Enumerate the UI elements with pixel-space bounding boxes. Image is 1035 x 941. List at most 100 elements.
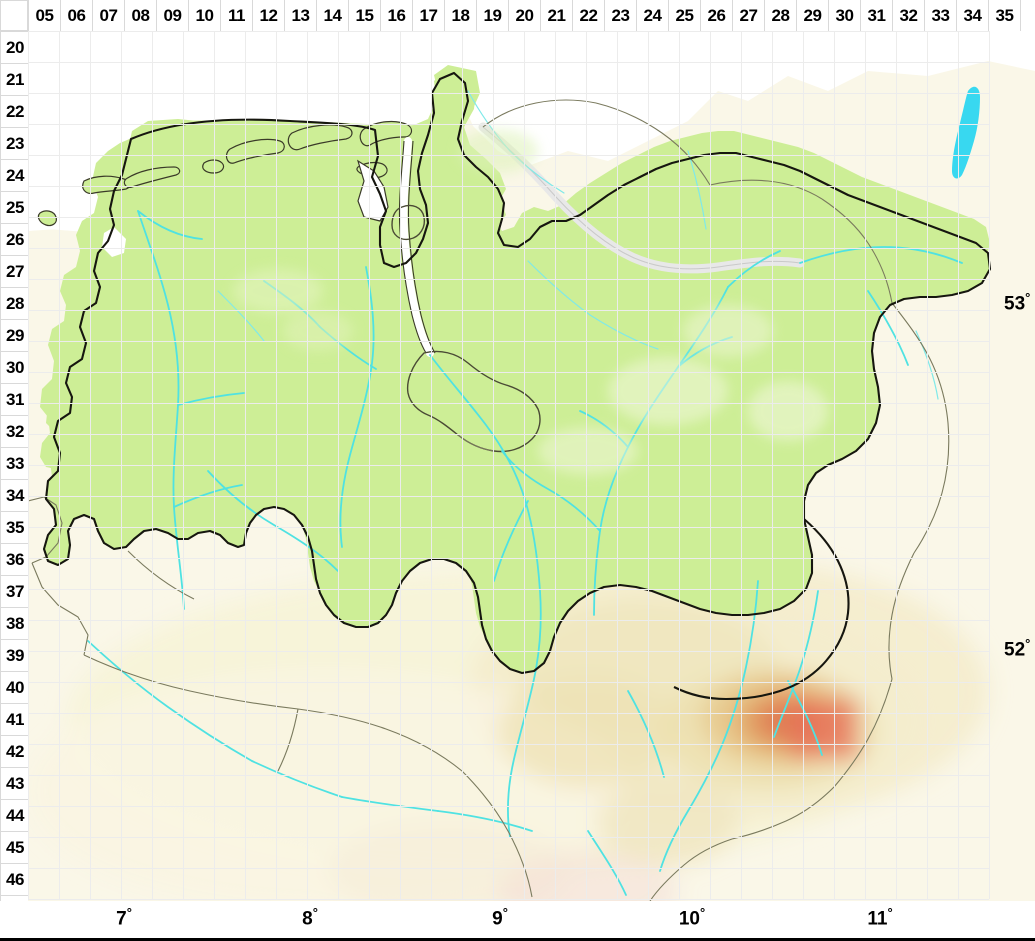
border-inner-1 — [127, 550, 195, 600]
longitude-value: 11 — [867, 908, 888, 930]
longitude-label-7: 7° — [116, 905, 132, 930]
river-s-1 — [341, 796, 439, 812]
degree-symbol: ° — [126, 905, 132, 920]
dollart-bay — [102, 227, 126, 257]
grid-row-28: 28 — [0, 288, 30, 320]
grid-column-10: 10 — [189, 0, 221, 32]
grid-row-37: 37 — [0, 576, 30, 608]
topographic-map[interactable] — [28, 31, 1035, 901]
grid-corner-box — [0, 0, 28, 31]
grid-column-23: 23 — [605, 0, 637, 32]
river-ems-trib2 — [173, 484, 243, 508]
river-weser-upper — [429, 354, 542, 838]
island-borkum — [37, 210, 57, 227]
longitude-value: 7 — [116, 908, 127, 930]
grid-row-38: 38 — [0, 608, 30, 640]
bremen-enclave[interactable] — [406, 350, 541, 453]
grid-column-13: 13 — [285, 0, 317, 32]
grid-row-24: 24 — [0, 160, 30, 192]
latitude-label-52: 52° — [1004, 636, 1031, 661]
grid-column-19: 19 — [477, 0, 509, 32]
grid-row-45: 45 — [0, 832, 30, 864]
grid-column-17: 17 — [413, 0, 445, 32]
border-sh-1 — [482, 99, 597, 128]
longitude-value: 10 — [678, 908, 700, 930]
weser-estuary-edge-right — [407, 140, 436, 354]
river-ilmenau — [727, 250, 781, 288]
grid-row-40: 40 — [0, 672, 30, 704]
border-nl-2 — [31, 562, 89, 656]
island-wangerooge — [359, 120, 413, 147]
grid-column-15: 15 — [349, 0, 381, 32]
river-minor-6 — [915, 330, 939, 400]
longitude-value: 8 — [302, 908, 313, 930]
grid-column-26: 26 — [701, 0, 733, 32]
river-sw-2 — [251, 760, 343, 798]
degree-symbol: ° — [502, 905, 508, 920]
grid-row-46: 46 — [0, 864, 30, 896]
grid-row-26: 26 — [0, 224, 30, 256]
longitude-label-10: 10° — [679, 905, 705, 930]
degree-symbol: ° — [887, 905, 893, 920]
grid-row-32: 32 — [0, 416, 30, 448]
river-s-2 — [437, 810, 533, 832]
grid-row-44: 44 — [0, 800, 30, 832]
weser-estuary — [399, 137, 434, 357]
grid-row-21: 21 — [0, 64, 30, 96]
grid-column-05: 05 — [28, 0, 61, 32]
grid-row-22: 22 — [0, 96, 30, 128]
island-juist — [82, 175, 131, 194]
island-baltrum — [202, 159, 225, 174]
grid-row-33: 33 — [0, 448, 30, 480]
longitude-label-11: 11° — [867, 905, 892, 930]
grid-row-39: 39 — [0, 640, 30, 672]
degree-symbol: ° — [699, 905, 706, 920]
grid-row-25: 25 — [0, 192, 30, 224]
border-mv-1 — [709, 179, 823, 200]
grid-column-header: 05 06 07 08 09 10 11 12 13 14 15 16 17 18 19 20 21 22 23 24… — [28, 0, 1021, 32]
grid-column-16: 16 — [381, 0, 413, 32]
river-minor-7 — [217, 290, 265, 342]
border-sa-4 — [833, 678, 893, 788]
island-spiekeroog — [287, 124, 353, 151]
river-oker — [773, 590, 819, 738]
grid-column-24: 24 — [637, 0, 669, 32]
grid-column-12: 12 — [253, 0, 285, 32]
grid-column-28: 28 — [765, 0, 797, 32]
river-minor-5 — [589, 314, 659, 350]
river-se-1 — [787, 680, 823, 756]
grid-column-29: 29 — [797, 0, 829, 32]
grid-row-27: 27 — [0, 256, 30, 288]
grid-column-07: 07 — [93, 0, 125, 32]
grid-column-09: 09 — [157, 0, 189, 32]
longitude-label-9: 9° — [492, 905, 508, 930]
border-hb-line — [457, 434, 495, 452]
heath-patches — [233, 129, 828, 475]
grid-column-27: 27 — [733, 0, 765, 32]
border-sa-3 — [888, 552, 915, 680]
border-sa-2 — [913, 422, 950, 554]
border-sh-2 — [595, 102, 711, 186]
grid-column-11: 11 — [221, 0, 253, 32]
border-th-2 — [649, 838, 733, 901]
grid-row-34: 34 — [0, 480, 30, 512]
grid-column-34: 34 — [957, 0, 989, 32]
map-grid-lines — [28, 31, 990, 900]
border-mv-2 — [821, 198, 893, 304]
grid-row-30: 30 — [0, 352, 30, 384]
river-sw-1 — [87, 640, 253, 762]
border-th-1 — [731, 786, 835, 840]
grid-row-header: 20 21 22 23 24 25 26 27 28 29 30 31 32 33 34 35 36 37 38 39… — [0, 31, 30, 928]
state-border-harz-lobe — [673, 518, 850, 701]
grid-column-14: 14 — [317, 0, 349, 32]
grid-row-23: 23 — [0, 128, 30, 160]
map-viewport[interactable] — [28, 31, 1035, 901]
grid-column-31: 31 — [861, 0, 893, 32]
river-hunte — [339, 266, 375, 548]
grid-column-18: 18 — [445, 0, 477, 32]
grid-column-33: 33 — [925, 0, 957, 32]
longitude-value: 9 — [492, 908, 503, 930]
grid-column-22: 22 — [573, 0, 605, 32]
grid-row-29: 29 — [0, 320, 30, 352]
